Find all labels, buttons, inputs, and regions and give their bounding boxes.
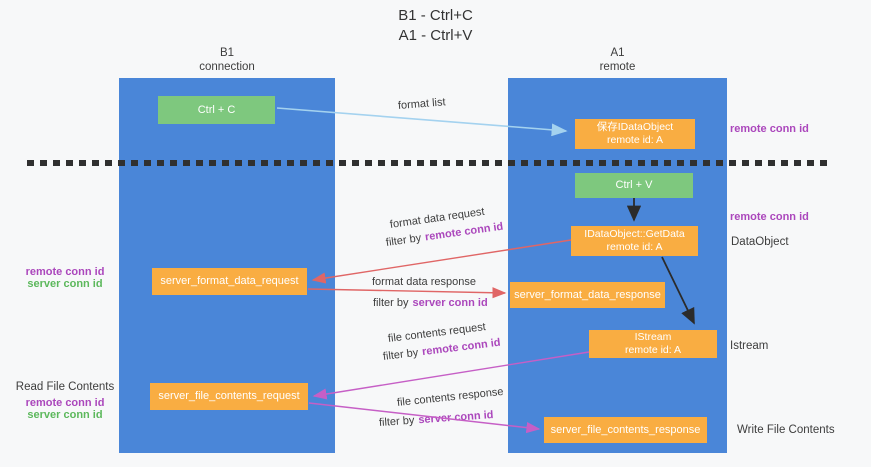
filter-by-text-4: filter by xyxy=(378,414,415,429)
filter-by-server-conn-id-label-2: filter by server conn id xyxy=(379,409,494,429)
left-column-header: B1 connection xyxy=(119,46,335,74)
save-dataobject-line2: remote id: A xyxy=(606,134,664,146)
format-data-response-label: format data response xyxy=(372,276,476,288)
diagram-title: B1 - Ctrl+C A1 - Ctrl+V xyxy=(0,6,871,46)
left-server-conn-id-2: server conn id xyxy=(27,409,103,421)
left-conn-id-group-1: remote conn id server conn id xyxy=(10,266,120,290)
getdata-line1: IDataObject::GetData xyxy=(584,228,685,240)
save-dataobject-line1: 保存IDataObject xyxy=(596,121,674,133)
write-file-contents-label: Write File Contents xyxy=(737,424,835,436)
right-remote-conn-id-mid: remote conn id xyxy=(730,211,809,223)
dataobject-label: DataObject xyxy=(731,236,789,248)
read-file-contents-label: Read File Contents xyxy=(15,381,115,393)
format-data-response-arrow xyxy=(307,287,507,299)
server-format-data-response-box: server_format_data_response xyxy=(510,282,665,308)
filter-by-text-2: filter by xyxy=(373,297,409,309)
right-column-name: A1 xyxy=(610,47,625,59)
title-line-1: B1 - Ctrl+C xyxy=(398,7,473,24)
title-line-2: A1 - Ctrl+V xyxy=(398,27,473,44)
ctrl-c-box: Ctrl + C xyxy=(158,96,275,124)
save-dataobject-box: 保存IDataObject remote id: A xyxy=(575,119,695,149)
ctrl-c-label: Ctrl + C xyxy=(197,103,236,116)
remote-conn-id-highlight-2: remote conn id xyxy=(421,336,502,359)
ctrl-v-box: Ctrl + V xyxy=(575,173,693,198)
filter-by-text-1: filter by xyxy=(385,232,422,249)
server-file-contents-request-box: server_file_contents_request xyxy=(150,383,308,410)
left-remote-conn-id-2: remote conn id xyxy=(25,397,105,409)
filter-by-server-conn-id-label-1: filter by server conn id xyxy=(373,297,488,309)
server-format-data-request-label: server_format_data_request xyxy=(160,275,299,287)
server-file-contents-request-label: server_file_contents_request xyxy=(158,390,300,402)
server-file-contents-response-box: server_file_contents_response xyxy=(544,417,707,443)
right-column-role: remote xyxy=(599,61,636,73)
right-column-header: A1 remote xyxy=(508,46,727,74)
ctrl-v-label: Ctrl + V xyxy=(615,179,653,191)
server-conn-id-highlight-1: server conn id xyxy=(412,297,488,309)
left-column-role: connection xyxy=(199,61,255,73)
getdata-box: IDataObject::GetData remote id: A xyxy=(571,226,698,256)
server-format-data-response-label: server_format_data_response xyxy=(514,288,661,301)
server-conn-id-highlight-2: server conn id xyxy=(417,409,494,427)
left-remote-conn-id-1: remote conn id xyxy=(25,266,105,278)
server-file-contents-response-label: server_file_contents_response xyxy=(550,423,701,436)
format-list-label: format list xyxy=(397,96,447,112)
istream-side-label: Istream xyxy=(730,340,769,352)
istream-line1: IStream xyxy=(634,331,672,343)
istream-line2: remote id: A xyxy=(624,344,682,356)
right-remote-conn-id-top: remote conn id xyxy=(730,123,809,135)
left-server-conn-id-1: server conn id xyxy=(27,278,103,290)
filter-by-text-3: filter by xyxy=(382,346,419,363)
getdata-line2: remote id: A xyxy=(606,241,663,253)
istream-box: IStream remote id: A xyxy=(589,330,717,358)
server-format-data-request-box: server_format_data_request xyxy=(152,268,307,295)
left-file-contents-group: Read File Contents remote conn id server… xyxy=(10,381,120,421)
dashed-separator-line xyxy=(27,160,830,166)
left-column-name: B1 xyxy=(219,47,235,59)
file-contents-response-label: file contents response xyxy=(396,385,505,409)
